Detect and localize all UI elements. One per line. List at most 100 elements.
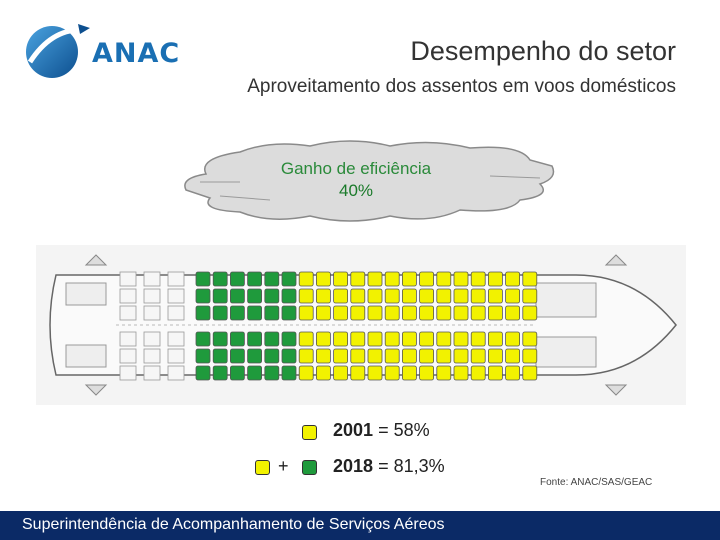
seat-green — [229, 288, 245, 304]
seat-yellow — [384, 331, 400, 347]
legend-year-2018: 2018 — [333, 456, 374, 476]
legend-value-2018: = 81,3% — [378, 456, 445, 476]
seat-yellow — [436, 365, 452, 381]
anac-globe-icon — [26, 24, 90, 78]
seat-empty — [143, 348, 161, 364]
seat-yellow — [384, 271, 400, 287]
seat-yellow — [367, 365, 383, 381]
seat-empty — [119, 288, 137, 304]
seat-green — [247, 305, 263, 321]
seat-green — [195, 288, 211, 304]
seat-green — [229, 271, 245, 287]
seat-empty — [143, 271, 161, 287]
seat-green — [264, 271, 280, 287]
seat-yellow — [505, 331, 521, 347]
seat-green — [195, 305, 211, 321]
legend-green-swatch — [302, 460, 317, 475]
seat-green — [229, 348, 245, 364]
source-note: Fonte: ANAC/SAS/GEAC — [540, 477, 653, 488]
seat-yellow — [436, 348, 452, 364]
seat-yellow — [401, 365, 417, 381]
seat-yellow — [298, 271, 314, 287]
seat-yellow — [505, 348, 521, 364]
cloud-callout — [184, 140, 555, 222]
legend-year-2001: 2001 — [333, 420, 374, 440]
seat-yellow — [419, 331, 435, 347]
seat-yellow — [505, 305, 521, 321]
seat-green — [281, 288, 297, 304]
seat-green — [212, 331, 228, 347]
seat-empty — [143, 331, 161, 347]
seat-yellow — [401, 331, 417, 347]
seat-yellow — [505, 365, 521, 381]
seat-green — [281, 305, 297, 321]
seat-yellow — [315, 348, 331, 364]
seat-yellow — [401, 348, 417, 364]
anac-logo: ANAC — [22, 18, 202, 84]
seat-yellow — [453, 271, 469, 287]
seat-yellow — [367, 288, 383, 304]
seat-empty — [167, 348, 185, 364]
seat-yellow — [333, 288, 349, 304]
seat-green — [247, 348, 263, 364]
seat-yellow — [487, 331, 503, 347]
seat-green — [229, 365, 245, 381]
seat-yellow — [367, 305, 383, 321]
seat-empty — [119, 365, 137, 381]
seat-yellow — [315, 288, 331, 304]
seat-empty — [167, 365, 185, 381]
seat-empty — [167, 288, 185, 304]
seat-yellow — [333, 365, 349, 381]
seat-green — [281, 365, 297, 381]
seat-yellow — [522, 331, 538, 347]
seat-yellow — [505, 271, 521, 287]
seat-yellow — [401, 305, 417, 321]
seat-yellow — [333, 331, 349, 347]
seat-yellow — [522, 365, 538, 381]
seat-yellow — [419, 271, 435, 287]
seat-green — [264, 365, 280, 381]
seat-yellow — [522, 348, 538, 364]
seat-yellow — [367, 331, 383, 347]
seat-green — [212, 348, 228, 364]
airplane-seatmap — [36, 245, 686, 405]
legend-row-2018: 2018 = 81,3% — [333, 456, 445, 477]
seat-yellow — [436, 288, 452, 304]
seat-yellow — [419, 365, 435, 381]
seat-yellow — [436, 331, 452, 347]
seat-yellow — [350, 305, 366, 321]
seat-yellow — [384, 348, 400, 364]
legend-yellow-swatch — [302, 425, 317, 440]
seat-yellow — [350, 271, 366, 287]
callout-line1: Ganho de eficiência — [280, 159, 432, 178]
seat-yellow — [436, 271, 452, 287]
seat-yellow — [487, 288, 503, 304]
seat-yellow — [470, 288, 486, 304]
seat-yellow — [419, 348, 435, 364]
seat-yellow — [470, 348, 486, 364]
seat-yellow — [315, 271, 331, 287]
page-title: Desempenho do setor — [410, 36, 676, 66]
legend-plus: + — [278, 456, 289, 476]
seat-empty — [119, 331, 137, 347]
legend-yellow-swatch-2 — [255, 460, 270, 475]
seat-yellow — [505, 288, 521, 304]
seat-yellow — [453, 348, 469, 364]
seat-yellow — [367, 271, 383, 287]
footer-bar: Superintendência de Acompanhamento de Se… — [0, 511, 720, 540]
seat-green — [264, 288, 280, 304]
seat-yellow — [419, 288, 435, 304]
seat-empty — [143, 305, 161, 321]
seat-yellow — [436, 305, 452, 321]
seat-green — [212, 288, 228, 304]
seat-yellow — [350, 331, 366, 347]
seat-yellow — [315, 365, 331, 381]
seat-yellow — [470, 271, 486, 287]
seat-green — [281, 331, 297, 347]
seat-green — [195, 331, 211, 347]
seat-yellow — [487, 365, 503, 381]
seat-yellow — [333, 271, 349, 287]
seat-yellow — [315, 305, 331, 321]
seat-yellow — [419, 305, 435, 321]
seat-yellow — [298, 365, 314, 381]
